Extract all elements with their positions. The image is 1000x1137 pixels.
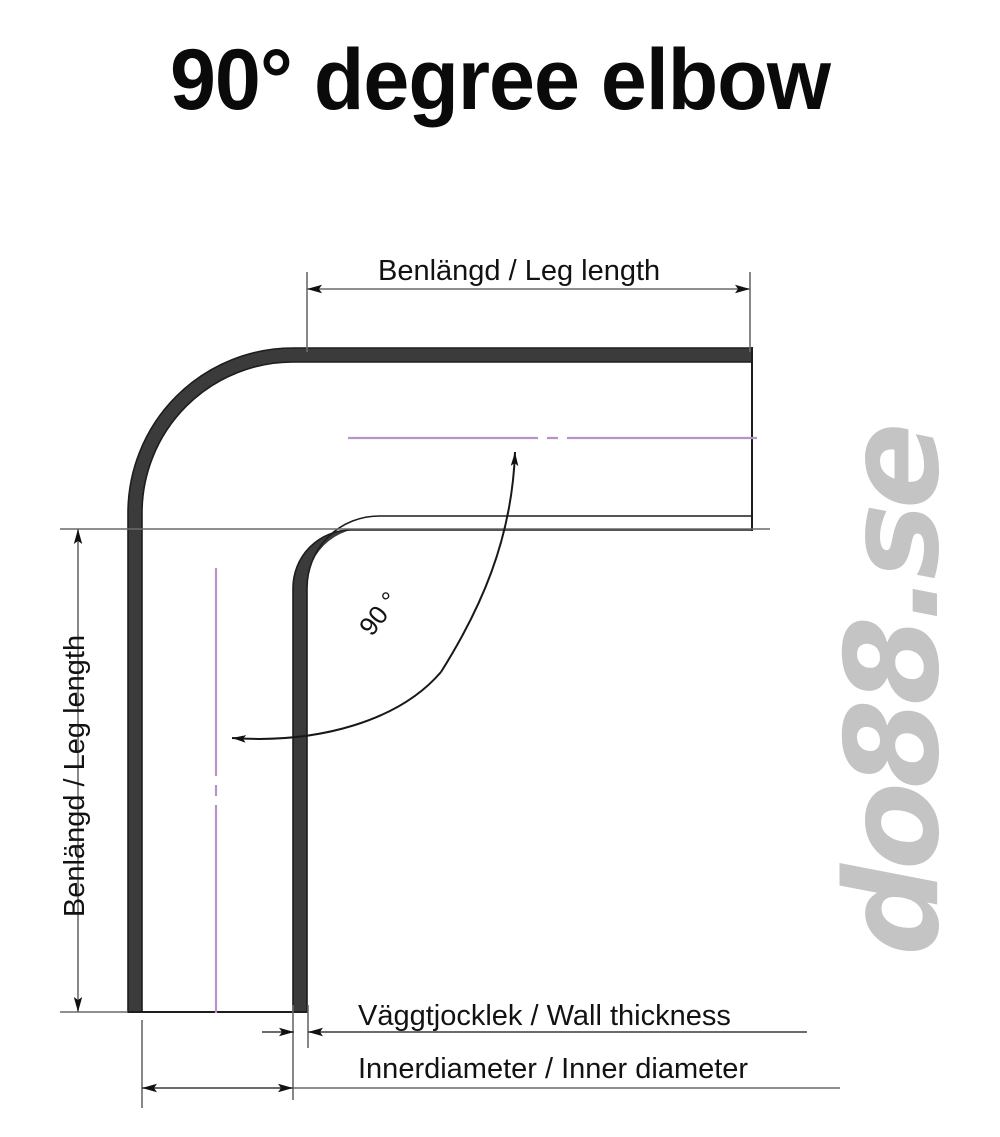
pipe-outline-inner-lower xyxy=(292,529,752,1012)
angle-arc-lower xyxy=(231,671,442,743)
dimension-angle-arc xyxy=(231,451,519,743)
pipe-interior xyxy=(142,362,752,1012)
dimension-wall-thickness xyxy=(262,1005,807,1100)
pipe-outline-outer xyxy=(127,347,752,1012)
centerlines xyxy=(214,436,766,1020)
label-inner-diameter: Innerdiameter / Inner diameter xyxy=(358,1053,749,1085)
pipe-wall-inner xyxy=(293,516,752,1012)
pipe-outline-outer-inner-edge xyxy=(141,361,752,1012)
dimension-leg-length-top xyxy=(306,272,751,352)
label-leg-length-top: Benlängd / Leg length xyxy=(378,255,661,287)
angle-arc-upper xyxy=(440,451,519,673)
pipe-outline-inner-upper xyxy=(306,515,752,1012)
page-title: 90° degree elbow xyxy=(169,32,831,128)
pipe-body xyxy=(127,347,753,1013)
pipe-inner-wall-side-patch xyxy=(293,588,307,1012)
label-wall-thickness: Väggtjocklek / Wall thickness xyxy=(358,1000,731,1032)
dimension-leg-length-left xyxy=(60,528,770,1013)
dimension-inner-diameter xyxy=(141,1020,840,1108)
label-leg-length-left: Benlängd / Leg length xyxy=(59,634,91,918)
